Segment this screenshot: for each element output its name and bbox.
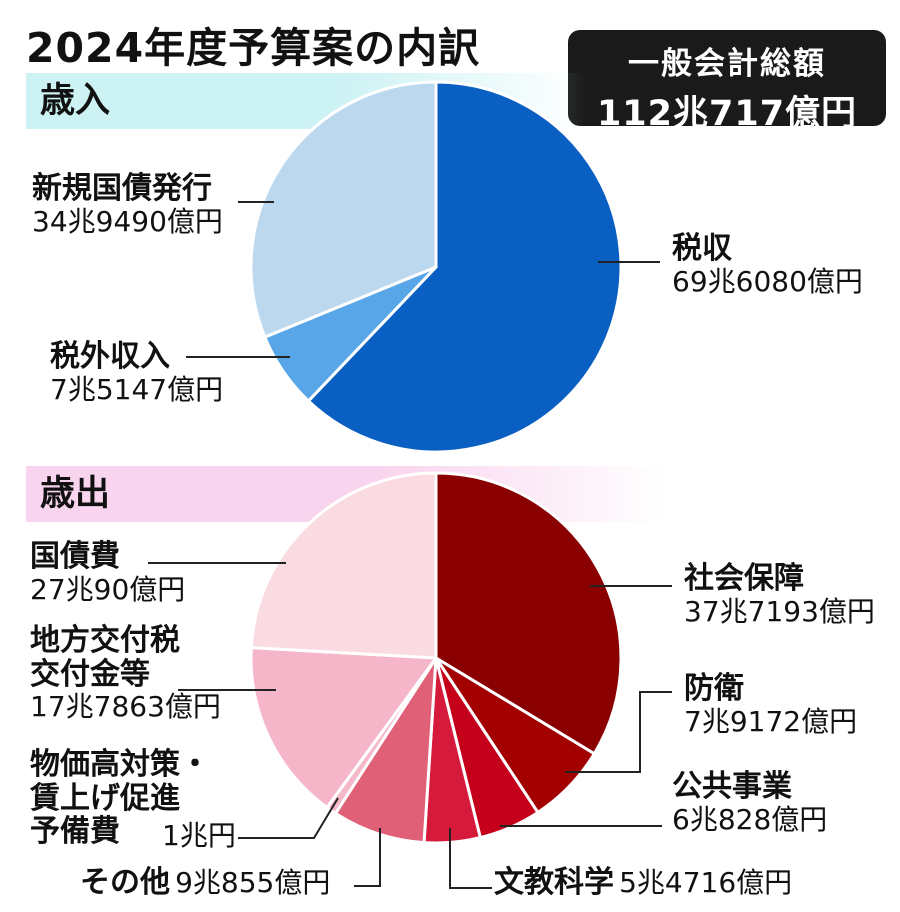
label-debt-name: 国債費 <box>30 539 120 574</box>
leader-line-other <box>354 828 381 887</box>
label-local-name: 地方交付税 交付金等 <box>30 623 180 692</box>
label-education: 文教科学 5兆4716億円 <box>494 866 792 900</box>
label-defense-value: 7兆9172億円 <box>684 704 858 738</box>
label-other-value: 9兆855億円 <box>175 866 331 899</box>
label-other-name: その他 <box>80 865 170 900</box>
expenditure-slice-debt <box>249 471 438 660</box>
chart-title: 2024年度予算案の内訳 <box>26 24 481 72</box>
label-bond-value: 34兆9490億円 <box>32 204 223 238</box>
leader-line-defense <box>565 691 672 773</box>
expenditure-slice-other <box>334 656 438 845</box>
expenditure-slice-local <box>249 646 438 809</box>
leader-line-education <box>449 828 492 889</box>
label-reserve-value: 1兆円 <box>162 819 236 852</box>
label-tax-value: 69兆6080億円 <box>672 264 863 298</box>
label-tax-name: 税収 <box>672 231 732 266</box>
label-social: 社会保障 37兆7193億円 <box>684 562 875 627</box>
label-public-name: 公共事業 <box>672 769 792 804</box>
label-defense: 防衛 7兆9172億円 <box>684 672 857 737</box>
label-social-value: 37兆7193億円 <box>684 594 875 628</box>
revenue-slice-bond <box>249 80 438 339</box>
revenue-slice-tax <box>306 80 623 454</box>
total-budget-box: 一般会計総額 112兆717億円 <box>568 30 886 134</box>
label-debt-value: 27兆90億円 <box>30 572 186 606</box>
total-value: 112兆717億円 <box>596 94 858 134</box>
label-public: 公共事業 6兆828億円 <box>672 770 827 835</box>
label-nontax-name: 税外収入 <box>50 339 170 374</box>
label-education-value: 5兆4716億円 <box>619 866 793 899</box>
label-social-name: 社会保障 <box>684 561 804 596</box>
label-public-value: 6兆828億円 <box>672 802 828 836</box>
label-reserve: 物価高対策・ 賃上げ促進 予備費 <box>30 748 210 849</box>
label-reserve-name: 物価高対策・ 賃上げ促進 予備費 <box>30 747 210 850</box>
leader-line-reserve <box>238 797 339 839</box>
total-label: 一般会計総額 <box>628 46 826 82</box>
leader-lines <box>148 201 672 889</box>
label-bond: 新規国債発行 34兆9490億円 <box>32 172 223 237</box>
expenditure-pie <box>249 471 623 845</box>
label-education-name: 文教科学 <box>494 865 614 900</box>
label-tax: 税収 69兆6080億円 <box>672 232 863 297</box>
label-local-value: 17兆7863億円 <box>30 690 221 724</box>
label-nontax: 税外収入 7兆5147億円 <box>50 340 223 405</box>
label-defense-name: 防衛 <box>684 671 744 706</box>
label-bond-name: 新規国債発行 <box>32 171 212 206</box>
label-reserve-value-wrap: 1兆円 <box>162 819 236 852</box>
label-local: 地方交付税 交付金等 17兆7863億円 <box>30 624 221 723</box>
label-nontax-value: 7兆5147億円 <box>50 372 224 406</box>
label-other: その他 9兆855億円 <box>80 866 330 900</box>
revenue-pie <box>249 80 623 454</box>
label-debt: 国債費 27兆90億円 <box>30 540 185 605</box>
expenditure-slice-social <box>434 471 623 756</box>
